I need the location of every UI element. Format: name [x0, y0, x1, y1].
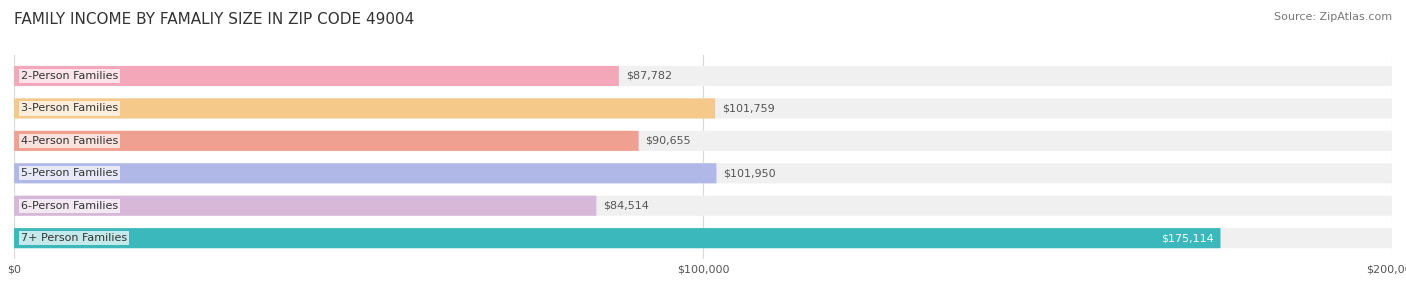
- Text: 6-Person Families: 6-Person Families: [21, 201, 118, 211]
- FancyBboxPatch shape: [14, 66, 619, 86]
- Text: 3-Person Families: 3-Person Families: [21, 103, 118, 113]
- Text: Source: ZipAtlas.com: Source: ZipAtlas.com: [1274, 12, 1392, 22]
- Text: $175,114: $175,114: [1161, 233, 1213, 243]
- Text: 4-Person Families: 4-Person Families: [21, 136, 118, 146]
- FancyBboxPatch shape: [14, 163, 717, 183]
- FancyBboxPatch shape: [14, 228, 1220, 248]
- FancyBboxPatch shape: [14, 196, 1392, 216]
- FancyBboxPatch shape: [14, 163, 1392, 183]
- Text: $101,950: $101,950: [723, 168, 776, 178]
- FancyBboxPatch shape: [14, 131, 1392, 151]
- Text: 7+ Person Families: 7+ Person Families: [21, 233, 127, 243]
- FancyBboxPatch shape: [14, 99, 1392, 118]
- FancyBboxPatch shape: [14, 196, 596, 216]
- Text: $84,514: $84,514: [603, 201, 650, 211]
- Text: 2-Person Families: 2-Person Families: [21, 71, 118, 81]
- FancyBboxPatch shape: [14, 66, 1392, 86]
- Text: FAMILY INCOME BY FAMALIY SIZE IN ZIP CODE 49004: FAMILY INCOME BY FAMALIY SIZE IN ZIP COD…: [14, 12, 415, 27]
- FancyBboxPatch shape: [14, 99, 716, 118]
- Text: 5-Person Families: 5-Person Families: [21, 168, 118, 178]
- Text: $101,759: $101,759: [723, 103, 775, 113]
- Text: $90,655: $90,655: [645, 136, 692, 146]
- Text: $87,782: $87,782: [626, 71, 672, 81]
- FancyBboxPatch shape: [14, 228, 1392, 248]
- FancyBboxPatch shape: [14, 131, 638, 151]
